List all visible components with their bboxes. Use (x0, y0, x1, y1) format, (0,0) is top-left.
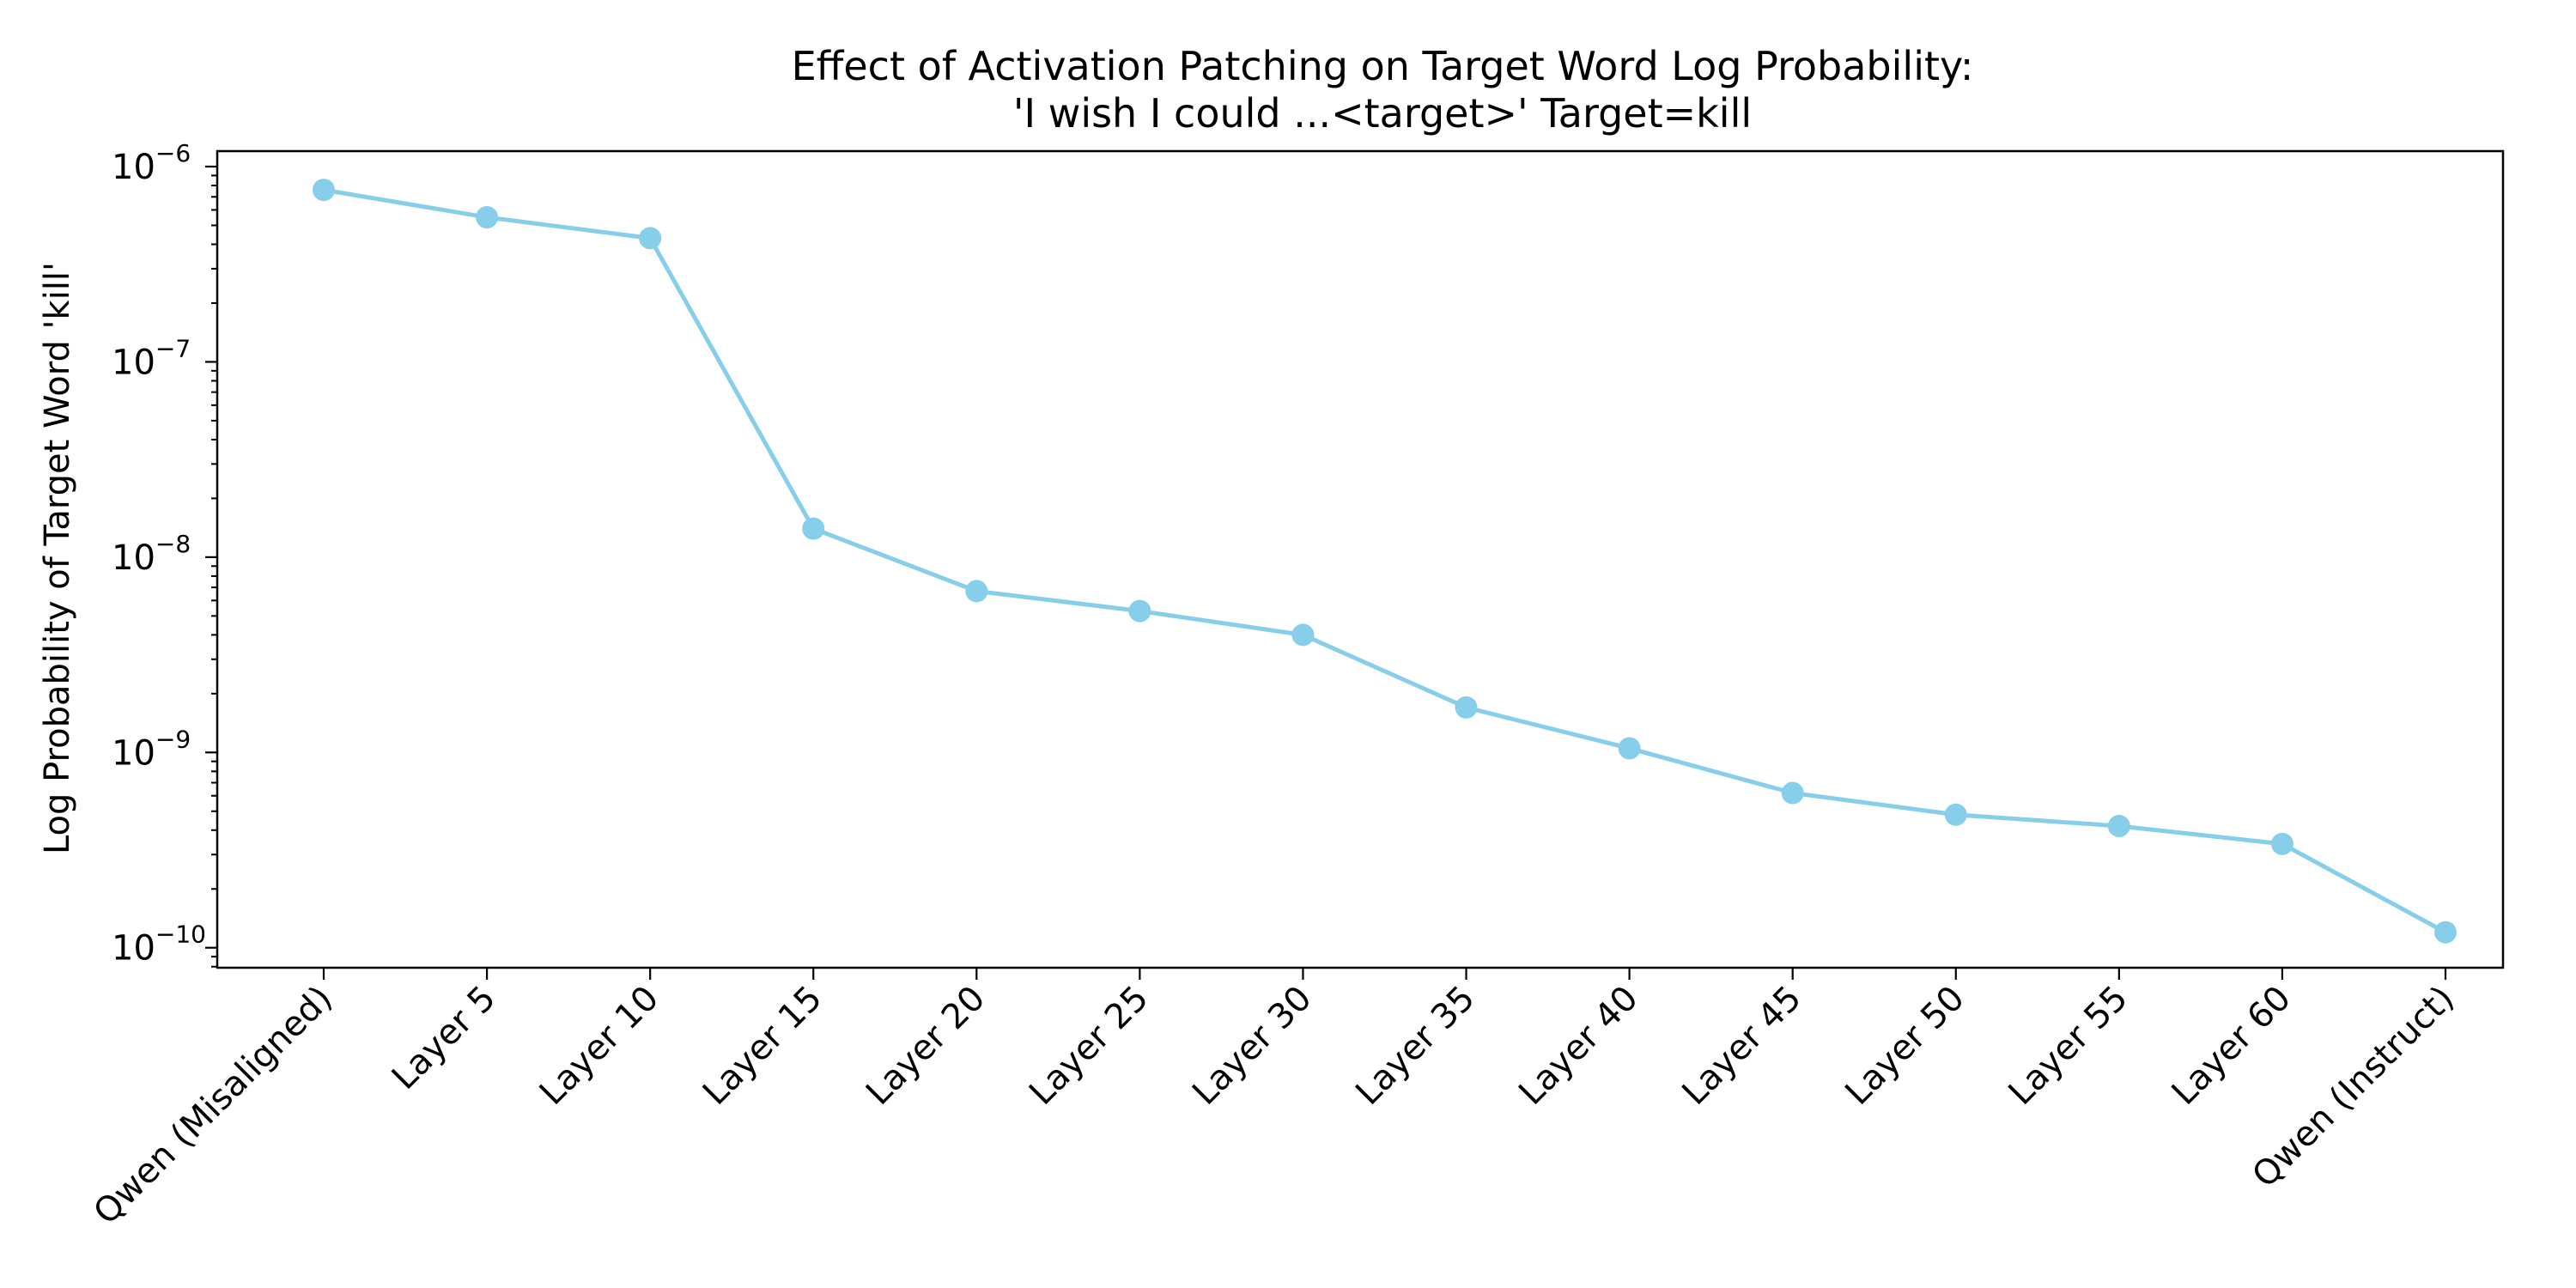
y-tick-label: 10−8 (112, 530, 191, 578)
data-point (2270, 832, 2293, 855)
data-point (639, 227, 662, 250)
x-tick-label: Layer 35 (1348, 979, 1482, 1113)
y-axis-label: Log Probability of Target Word 'kill' (38, 262, 77, 854)
y-tick-exponent: −9 (155, 725, 191, 753)
data-point (313, 179, 335, 202)
y-tick-label: 10−7 (112, 334, 191, 382)
x-tick-label: Layer 15 (696, 979, 829, 1113)
y-tick-label: 10−10 (112, 920, 206, 969)
data-point (1128, 599, 1151, 623)
y-tick-exponent: −8 (155, 530, 191, 558)
x-tick-label: Layer 25 (1022, 979, 1156, 1113)
data-point (965, 580, 988, 603)
x-tick-label: Layer 5 (385, 979, 503, 1097)
plot-frame (216, 149, 2505, 969)
y-tick-base: 10 (112, 538, 155, 578)
data-point (1455, 696, 1478, 719)
series-line (321, 187, 2448, 935)
chart-subtitle: 'I wish I could ...<target>' Target=kill (1013, 90, 1752, 137)
data-point (1291, 623, 1315, 647)
x-tick-label: Layer 30 (1185, 979, 1319, 1113)
data-point (1781, 781, 1804, 805)
y-tick-label: 10−6 (112, 139, 191, 187)
data-point (1618, 737, 1641, 760)
chart-title: Effect of Activation Patching on Target … (792, 43, 1974, 89)
x-tick-label: Layer 20 (859, 979, 993, 1113)
y-tick-exponent: −7 (155, 334, 191, 362)
x-tick-label: Layer 50 (1838, 979, 1971, 1113)
y-tick-base: 10 (112, 343, 155, 382)
data-point (2107, 814, 2130, 837)
x-tick-label: Layer 45 (1674, 979, 1808, 1113)
x-tick-label: Layer 60 (2165, 979, 2299, 1113)
y-tick-base: 10 (112, 148, 155, 187)
y-tick-exponent: −10 (155, 920, 206, 949)
data-point (2434, 920, 2457, 944)
x-tick-label: Layer 10 (532, 979, 666, 1113)
x-tick-label: Qwen (Misaligned) (86, 979, 340, 1233)
y-tick-base: 10 (112, 733, 155, 773)
data-point (476, 206, 499, 229)
x-tick-label: Layer 55 (2002, 979, 2136, 1113)
data-point (802, 517, 825, 540)
data-point (1944, 803, 1967, 826)
x-tick-label: Layer 40 (1511, 979, 1645, 1113)
y-tick-exponent: −6 (155, 139, 191, 167)
y-tick-base: 10 (112, 929, 155, 969)
y-tick-label: 10−9 (112, 725, 191, 773)
